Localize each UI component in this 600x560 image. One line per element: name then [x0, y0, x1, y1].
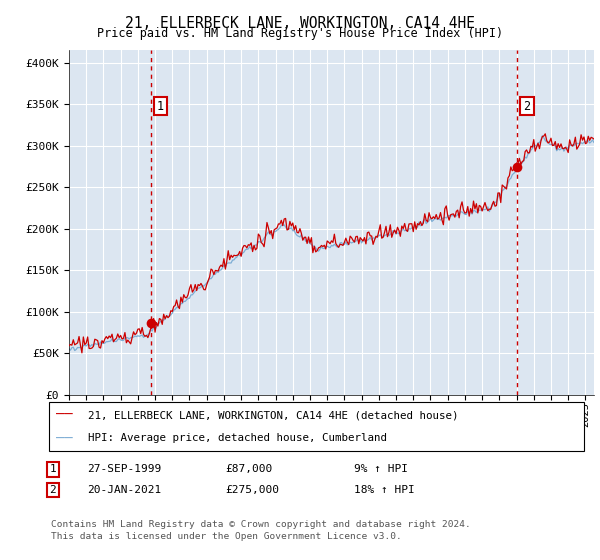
- Text: 2: 2: [523, 100, 530, 113]
- Text: HPI: Average price, detached house, Cumberland: HPI: Average price, detached house, Cumb…: [88, 433, 387, 444]
- Text: £275,000: £275,000: [225, 485, 279, 495]
- Text: 21, ELLERBECK LANE, WORKINGTON, CA14 4HE (detached house): 21, ELLERBECK LANE, WORKINGTON, CA14 4HE…: [88, 410, 459, 421]
- Text: ——: ——: [56, 432, 73, 446]
- Text: Contains HM Land Registry data © Crown copyright and database right 2024.
This d: Contains HM Land Registry data © Crown c…: [51, 520, 471, 541]
- Text: 1: 1: [49, 464, 56, 474]
- Text: 1: 1: [157, 100, 164, 113]
- Text: Price paid vs. HM Land Registry's House Price Index (HPI): Price paid vs. HM Land Registry's House …: [97, 27, 503, 40]
- Text: 9% ↑ HPI: 9% ↑ HPI: [354, 464, 408, 474]
- Text: ——: ——: [56, 408, 73, 422]
- Text: 2: 2: [49, 485, 56, 495]
- Text: 21, ELLERBECK LANE, WORKINGTON, CA14 4HE: 21, ELLERBECK LANE, WORKINGTON, CA14 4HE: [125, 16, 475, 31]
- Text: 27-SEP-1999: 27-SEP-1999: [87, 464, 161, 474]
- Text: £87,000: £87,000: [225, 464, 272, 474]
- Text: 18% ↑ HPI: 18% ↑ HPI: [354, 485, 415, 495]
- Text: 20-JAN-2021: 20-JAN-2021: [87, 485, 161, 495]
